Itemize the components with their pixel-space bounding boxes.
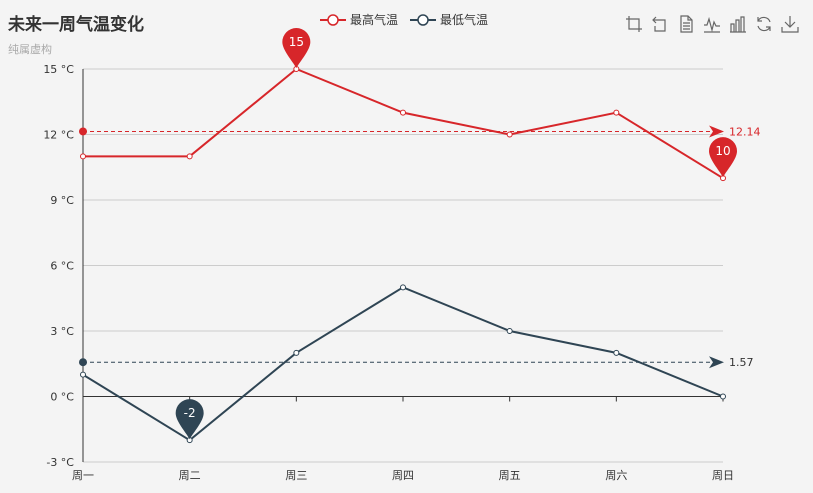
chart-subtitle: 纯属虚构 bbox=[8, 43, 52, 56]
x-tick-label: 周日 bbox=[712, 469, 734, 482]
average-arrow bbox=[709, 356, 724, 369]
average-mark-start bbox=[79, 127, 87, 136]
data-point bbox=[80, 371, 86, 378]
download-icon[interactable] bbox=[781, 15, 799, 33]
y-tick-label: 3 °C bbox=[50, 325, 74, 338]
mark-point-label: -2 bbox=[184, 406, 196, 420]
mark-point-pin bbox=[282, 28, 311, 68]
restore-zoom-icon[interactable] bbox=[651, 15, 669, 33]
x-tick-label: 周五 bbox=[499, 469, 521, 482]
series-line-max bbox=[83, 67, 724, 180]
zoom-icon[interactable] bbox=[625, 15, 643, 33]
y-tick-label: 0 °C bbox=[50, 391, 74, 404]
legend-label-min: 最低气温 bbox=[440, 13, 489, 27]
x-tick-label: 周二 bbox=[179, 469, 201, 482]
data-point bbox=[400, 284, 406, 291]
mark-point-pin bbox=[175, 399, 204, 440]
average-arrow bbox=[709, 125, 724, 138]
data-point bbox=[613, 109, 620, 116]
data-point bbox=[613, 349, 620, 356]
average-label: 1.57 bbox=[729, 356, 754, 369]
chart-title: 未来一周气温变化 bbox=[8, 15, 144, 35]
x-tick-label: 周四 bbox=[392, 469, 414, 482]
data-point bbox=[506, 328, 513, 334]
legend-max-line-icon bbox=[320, 13, 346, 26]
restore-icon[interactable] bbox=[755, 15, 773, 33]
y-tick-label: 15 °C bbox=[43, 63, 74, 76]
average-mark-start bbox=[79, 358, 87, 367]
legend-item-max[interactable]: 最高气温 bbox=[320, 11, 398, 28]
data-point bbox=[506, 131, 513, 138]
mark-point-label: 15 bbox=[289, 35, 304, 49]
data-view-icon[interactable] bbox=[677, 15, 695, 33]
y-tick-label: 6 °C bbox=[50, 260, 74, 273]
legend-item-min[interactable]: 最低气温 bbox=[410, 11, 488, 28]
x-tick-label: 周一 bbox=[72, 469, 94, 482]
data-point bbox=[720, 393, 726, 400]
legend-min-line-icon bbox=[410, 13, 437, 26]
data-point bbox=[293, 349, 300, 356]
legend-label-max: 最高气温 bbox=[350, 13, 399, 27]
data-point bbox=[186, 153, 193, 160]
y-tick-label: 9 °C bbox=[50, 194, 74, 207]
data-point bbox=[80, 153, 86, 160]
bar-chart-icon[interactable] bbox=[729, 15, 747, 33]
mark-point-label: 10 bbox=[715, 144, 730, 158]
average-label: 12.14 bbox=[729, 125, 761, 138]
legend: 最高气温 最低气温 bbox=[320, 11, 488, 28]
x-tick-label: 周六 bbox=[605, 469, 627, 482]
mark-point-pin bbox=[709, 137, 737, 178]
y-tick-label: -3 °C bbox=[46, 456, 74, 469]
y-tick-label: 12 °C bbox=[43, 129, 74, 142]
x-tick-label: 周三 bbox=[285, 469, 307, 482]
toolbox bbox=[625, 15, 799, 33]
line-chart-icon[interactable] bbox=[703, 15, 721, 33]
data-point bbox=[400, 109, 406, 116]
